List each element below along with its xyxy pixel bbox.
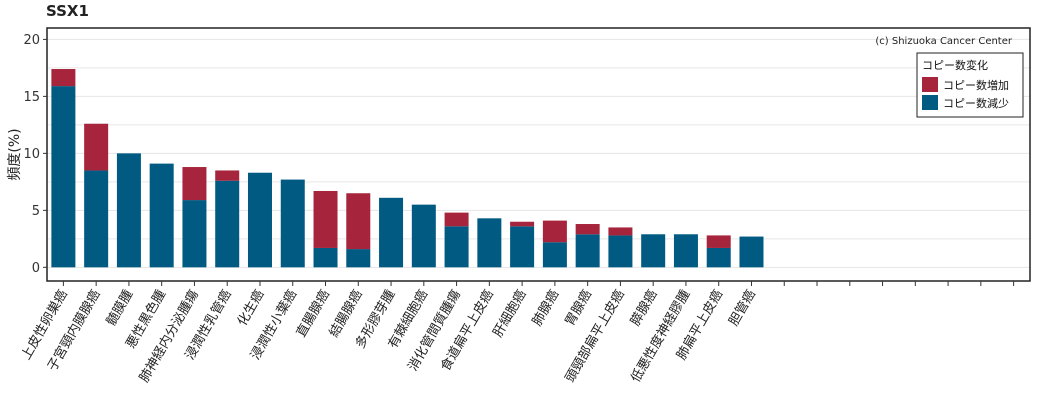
grid-lines: [47, 38, 1030, 268]
y-tick-label: 20: [23, 33, 40, 48]
legend-swatch-loss: [922, 95, 938, 110]
bar-loss: [608, 235, 633, 268]
bar-loss: [149, 163, 174, 268]
legend-swatch-gain: [922, 77, 938, 92]
bar-gain: [182, 167, 207, 201]
legend-label-gain: コピー数増加: [943, 79, 1009, 92]
bar-loss: [411, 204, 436, 268]
bar-gain: [542, 220, 567, 243]
y-tick-label: 0: [32, 261, 40, 276]
bar-loss: [346, 249, 371, 268]
bar-loss: [51, 86, 76, 268]
y-axis-label: 頻度(%): [7, 128, 23, 180]
y-axis: 0 5 10 15 20: [23, 33, 47, 276]
bar-loss: [542, 242, 567, 268]
y-tick-label: 10: [23, 147, 40, 162]
x-tick-label: 肺神経内分泌腫瘍: [136, 287, 202, 385]
bar-gain: [510, 221, 535, 227]
bar-loss: [313, 247, 338, 268]
x-tick-label: 化生癌: [234, 287, 267, 329]
bar-loss: [444, 226, 469, 268]
bar-gain: [575, 224, 600, 235]
legend: コピー数変化 コピー数増加 コピー数減少: [916, 52, 1024, 118]
bar-loss: [477, 218, 502, 268]
x-tick-label: 胆管癌: [726, 287, 759, 329]
bar-loss: [673, 234, 698, 268]
chart-title: SSX1: [46, 2, 89, 20]
bar-loss: [215, 180, 240, 268]
plot-frame: [46, 27, 1031, 282]
copyright-text: (c) Shizuoka Cancer Center: [875, 36, 1013, 47]
bar-loss: [706, 247, 731, 268]
legend-label-loss: コピー数減少: [943, 96, 1009, 110]
x-tick-label: 肺腺癌: [529, 287, 562, 329]
x-tick-label: 膵腺癌: [627, 287, 660, 329]
bar-gain: [346, 193, 371, 250]
bar-gain: [84, 123, 109, 171]
bar-gain: [313, 190, 338, 248]
bar-gain: [608, 227, 633, 236]
x-tick-label: 頭頸部扁平上皮癌: [562, 287, 628, 385]
bar-gain: [215, 170, 240, 181]
bar-gain: [706, 235, 731, 248]
bars: [51, 69, 764, 268]
bar-loss: [575, 234, 600, 268]
x-tick-label: 髄膜腫: [103, 287, 136, 329]
y-tick-label: 15: [23, 90, 40, 105]
bar-loss: [84, 170, 109, 268]
bar-loss: [247, 172, 272, 268]
x-tick-label: 低悪性度神経膠腫: [628, 287, 694, 385]
bar-loss: [280, 179, 305, 268]
y-tick-label: 5: [32, 204, 40, 219]
bar-gain: [444, 212, 469, 227]
bar-loss: [510, 226, 535, 268]
x-tick-label: 胃腺癌: [562, 287, 595, 329]
bar-loss: [116, 153, 141, 268]
bar-loss: [739, 236, 764, 268]
legend-title: コピー数変化: [922, 58, 988, 72]
bar-gain: [51, 69, 76, 87]
bar-loss: [641, 234, 666, 268]
bar-loss: [182, 200, 207, 268]
bar-loss: [379, 197, 404, 268]
